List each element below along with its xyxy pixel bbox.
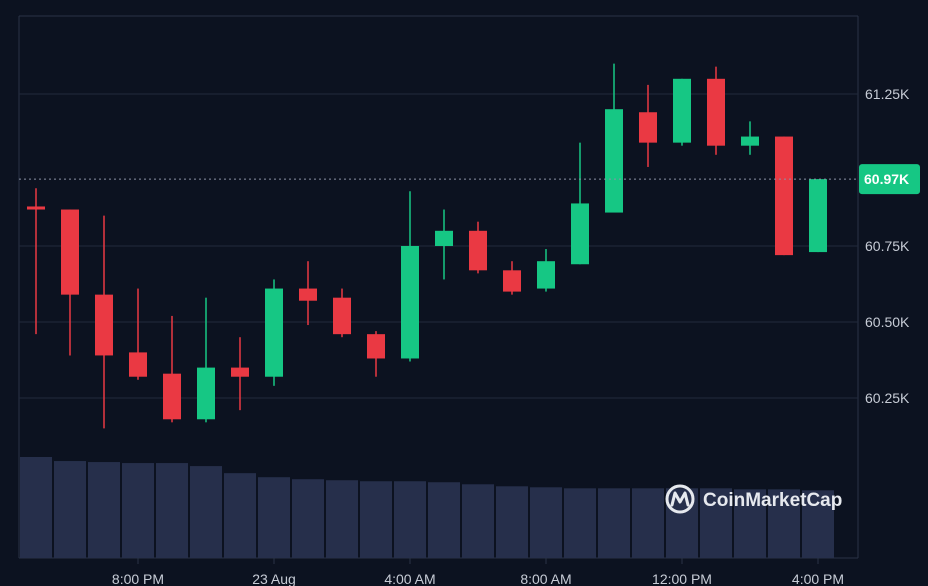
volume-bar [156,463,188,558]
watermark-text: CoinMarketCap [703,490,842,511]
volume-bar [122,463,154,558]
volume-bar [700,488,732,558]
volume-bar [360,481,392,558]
candle-body [537,261,555,289]
candle-body [469,230,487,271]
volume-bar [54,461,86,558]
candle-body [197,367,215,420]
current-price-label: 60.97K [864,171,909,187]
volume-bar [462,484,494,558]
candle-body [299,288,317,301]
candle-body [707,78,725,146]
volume-bar [802,490,834,558]
candle-body [95,294,113,356]
candle-body [741,136,759,146]
y-tick-label: 60.50K [865,314,910,330]
x-axis-ticks: 8:00 PM 23 Aug 4:00 AM 8:00 AM 12:00 PM 4:00 … [112,558,844,586]
candle-body [503,270,521,292]
volume-bar [496,486,528,558]
volume-bar [326,480,358,558]
candle-body [129,352,147,377]
volume-bar [598,488,630,558]
volume-bar [768,489,800,558]
candle-body [163,373,181,420]
volume-bar [632,488,664,558]
coinmarketcap-logo-icon [665,484,695,514]
candle-body [401,246,419,359]
volume-bar [190,466,222,558]
candle-body [231,367,249,377]
current-price-badge [859,164,920,195]
candle-body [639,112,657,143]
y-tick-label: 61.25K [865,86,910,102]
candle-body [435,230,453,246]
x-tick-label: 4:00 AM [384,571,435,586]
candle-body [605,109,623,213]
volume-bar [394,481,426,558]
volume-bar [734,489,766,558]
candle-body [571,203,589,265]
candle-body [809,179,827,253]
volume-bar [564,488,596,558]
x-tick-label: 8:00 PM [112,571,164,586]
candle-body [61,209,79,295]
x-tick-label: 12:00 PM [652,571,712,586]
volume-bar [258,477,290,558]
volume-bar [428,482,460,558]
candle-body [27,206,45,210]
candle-body [265,288,283,377]
volume-bar [530,487,562,558]
candles [27,63,827,429]
current-price-marker: 60.97K [19,164,920,195]
volume-bar [292,479,324,558]
candle-body [673,78,691,143]
volume-bar [20,457,52,558]
candle-body [367,334,385,359]
candle-body [775,136,793,256]
volume-bar [224,473,256,558]
candle-body [333,297,351,335]
y-axis-ticks: 60.25K 60.50K 60.75K 61.25K [865,86,910,406]
x-tick-label: 4:00 PM [792,571,844,586]
coinmarketcap-watermark: CoinMarketCap [665,484,842,514]
y-tick-label: 60.75K [865,238,910,254]
x-tick-label: 23 Aug [252,571,296,586]
volume-bars [20,457,834,558]
volume-bar [88,462,120,558]
x-tick-label: 8:00 AM [520,571,571,586]
y-tick-label: 60.25K [865,390,910,406]
